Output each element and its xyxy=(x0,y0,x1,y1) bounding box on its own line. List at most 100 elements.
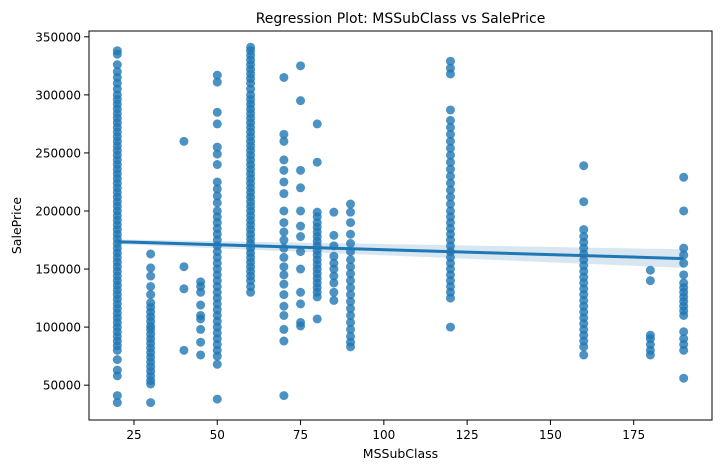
data-point xyxy=(179,345,189,355)
data-point xyxy=(346,199,356,209)
data-point xyxy=(296,321,306,331)
data-point xyxy=(346,304,356,314)
data-point xyxy=(146,249,156,259)
data-point xyxy=(279,252,289,262)
data-point xyxy=(112,345,122,355)
regression-line-layer xyxy=(117,240,684,261)
data-point xyxy=(296,287,306,297)
data-point xyxy=(445,105,455,115)
data-point xyxy=(296,299,306,309)
data-point xyxy=(346,238,356,248)
data-point xyxy=(279,136,289,146)
data-point xyxy=(196,314,206,324)
data-point xyxy=(212,191,222,201)
data-point xyxy=(445,115,455,125)
data-point xyxy=(445,199,455,209)
data-point xyxy=(296,232,306,242)
data-point xyxy=(679,270,689,280)
data-point xyxy=(679,373,689,383)
data-point xyxy=(445,143,455,153)
data-point xyxy=(212,107,222,117)
data-point xyxy=(279,336,289,346)
data-point xyxy=(445,129,455,139)
data-point xyxy=(346,310,356,320)
data-point xyxy=(112,355,122,365)
x-tick-label: 75 xyxy=(293,428,308,442)
y-axis-label: SalePrice xyxy=(9,197,24,255)
data-point xyxy=(196,350,206,360)
data-point xyxy=(312,119,322,129)
x-axis-label: MSSubClass xyxy=(363,446,438,461)
data-point xyxy=(212,198,222,208)
data-point xyxy=(196,337,206,347)
data-point xyxy=(329,271,339,281)
data-point xyxy=(445,150,455,160)
data-point xyxy=(212,119,222,129)
data-point xyxy=(212,177,222,187)
x-axis-ticks: 25 50 75 100 125 150 175 xyxy=(126,420,645,442)
data-point xyxy=(112,60,122,70)
data-point xyxy=(279,324,289,334)
data-point xyxy=(346,218,356,228)
y-tick-label: 350000 xyxy=(35,30,81,44)
y-tick-label: 50000 xyxy=(43,379,81,393)
data-point xyxy=(212,77,222,87)
data-point xyxy=(329,278,339,288)
regression-line xyxy=(117,240,684,261)
data-point xyxy=(346,276,356,286)
data-point xyxy=(346,342,356,352)
data-point xyxy=(296,183,306,193)
y-axis-ticks: 50000 100000 150000 200000 250000 300000 35000… xyxy=(35,30,89,393)
data-point xyxy=(329,251,339,261)
data-point xyxy=(346,207,356,217)
data-point xyxy=(212,149,222,159)
data-point xyxy=(445,178,455,188)
data-point xyxy=(112,398,122,408)
data-point xyxy=(445,122,455,132)
y-tick-label: 300000 xyxy=(35,88,81,102)
data-point xyxy=(645,276,655,286)
data-point xyxy=(445,171,455,181)
data-point xyxy=(279,189,289,199)
y-tick-label: 150000 xyxy=(35,263,81,277)
x-tick-label: 50 xyxy=(210,428,225,442)
y-tick-label: 200000 xyxy=(35,204,81,218)
data-point xyxy=(579,161,589,171)
plot-frame xyxy=(88,30,713,421)
data-point xyxy=(346,269,356,279)
data-point xyxy=(679,310,689,320)
data-point xyxy=(112,391,122,401)
data-point xyxy=(679,345,689,355)
data-point xyxy=(312,292,322,302)
data-point xyxy=(346,317,356,327)
data-point xyxy=(146,290,156,300)
data-point xyxy=(579,197,589,207)
data-point xyxy=(679,243,689,253)
data-point xyxy=(196,300,206,310)
data-point xyxy=(279,206,289,216)
data-point xyxy=(212,184,222,194)
data-point xyxy=(329,295,339,305)
data-point xyxy=(445,322,455,332)
data-point xyxy=(279,165,289,175)
data-point xyxy=(146,271,156,281)
data-point xyxy=(296,96,306,106)
data-point xyxy=(296,221,306,231)
data-point xyxy=(445,185,455,195)
data-point xyxy=(346,297,356,307)
data-point xyxy=(196,287,206,297)
data-point xyxy=(212,142,222,152)
data-point xyxy=(346,283,356,293)
data-point xyxy=(146,263,156,273)
data-point xyxy=(112,49,122,59)
data-point xyxy=(445,164,455,174)
data-point xyxy=(346,229,356,239)
data-point xyxy=(296,264,306,274)
scatter-points xyxy=(112,42,689,408)
data-point xyxy=(279,279,289,289)
x-tick-label: 150 xyxy=(539,428,562,442)
data-point xyxy=(279,270,289,280)
data-point xyxy=(445,192,455,202)
data-point xyxy=(212,70,222,80)
data-point xyxy=(346,255,356,265)
